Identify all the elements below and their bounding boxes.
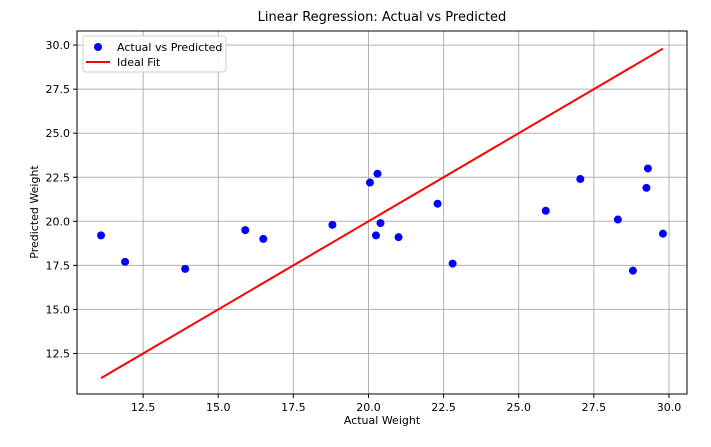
y-tick-label: 22.5 (46, 171, 71, 184)
y-tick-label: 27.5 (46, 83, 71, 96)
data-point (541, 206, 550, 215)
data-point (376, 219, 385, 228)
legend-label-actual-vs-predicted: Actual vs Predicted (117, 41, 222, 54)
data-point (373, 169, 382, 178)
data-point (259, 234, 268, 243)
data-point (394, 233, 403, 242)
data-point (576, 175, 585, 184)
x-tick-label: 12.5 (131, 401, 156, 414)
data-point (181, 264, 190, 273)
x-tick-label: 20.0 (356, 401, 381, 414)
x-axis-label: Actual Weight (344, 414, 421, 427)
y-axis-ticks: 12.5 15.0 17.5 20.0 22.5 25.0 27.5 30.0 (46, 39, 77, 360)
x-tick-label: 15.0 (206, 401, 231, 414)
chart-title: Linear Regression: Actual vs Predicted (258, 10, 507, 25)
y-tick-label: 15.0 (46, 303, 71, 316)
data-point (628, 266, 637, 275)
data-point (371, 231, 380, 240)
data-point (448, 259, 457, 268)
data-point (642, 183, 651, 192)
data-point (643, 164, 652, 173)
y-tick-label: 30.0 (46, 39, 71, 52)
y-axis-label: Predicted Weight (28, 165, 41, 259)
y-tick-label: 12.5 (46, 347, 71, 360)
x-tick-label: 25.0 (506, 401, 531, 414)
data-point (97, 231, 106, 240)
x-tick-label: 22.5 (431, 401, 456, 414)
legend-scatter-marker (94, 43, 102, 51)
data-point (658, 229, 667, 238)
grid (77, 31, 687, 394)
y-tick-label: 20.0 (46, 215, 71, 228)
data-point (365, 178, 374, 187)
y-tick-label: 17.5 (46, 259, 71, 272)
x-axis-ticks: 12.5 15.0 17.5 20.0 22.5 25.0 27.5 30.0 (131, 394, 681, 414)
x-tick-label: 30.0 (657, 401, 682, 414)
data-point (613, 215, 622, 224)
data-point (433, 199, 442, 208)
data-point (241, 226, 250, 235)
data-point (328, 220, 337, 229)
data-point (121, 257, 130, 266)
ideal-fit-line (100, 47, 664, 380)
plot-area (76, 30, 688, 395)
x-tick-label: 17.5 (281, 401, 306, 414)
scatter-points (97, 164, 667, 275)
y-tick-label: 25.0 (46, 127, 71, 140)
legend-label-ideal-fit: Ideal Fit (117, 56, 161, 69)
legend-box (82, 35, 227, 73)
x-tick-label: 27.5 (582, 401, 607, 414)
legend: Actual vs Predicted Ideal Fit (82, 35, 227, 73)
ideal-fit-line-group (100, 47, 664, 380)
